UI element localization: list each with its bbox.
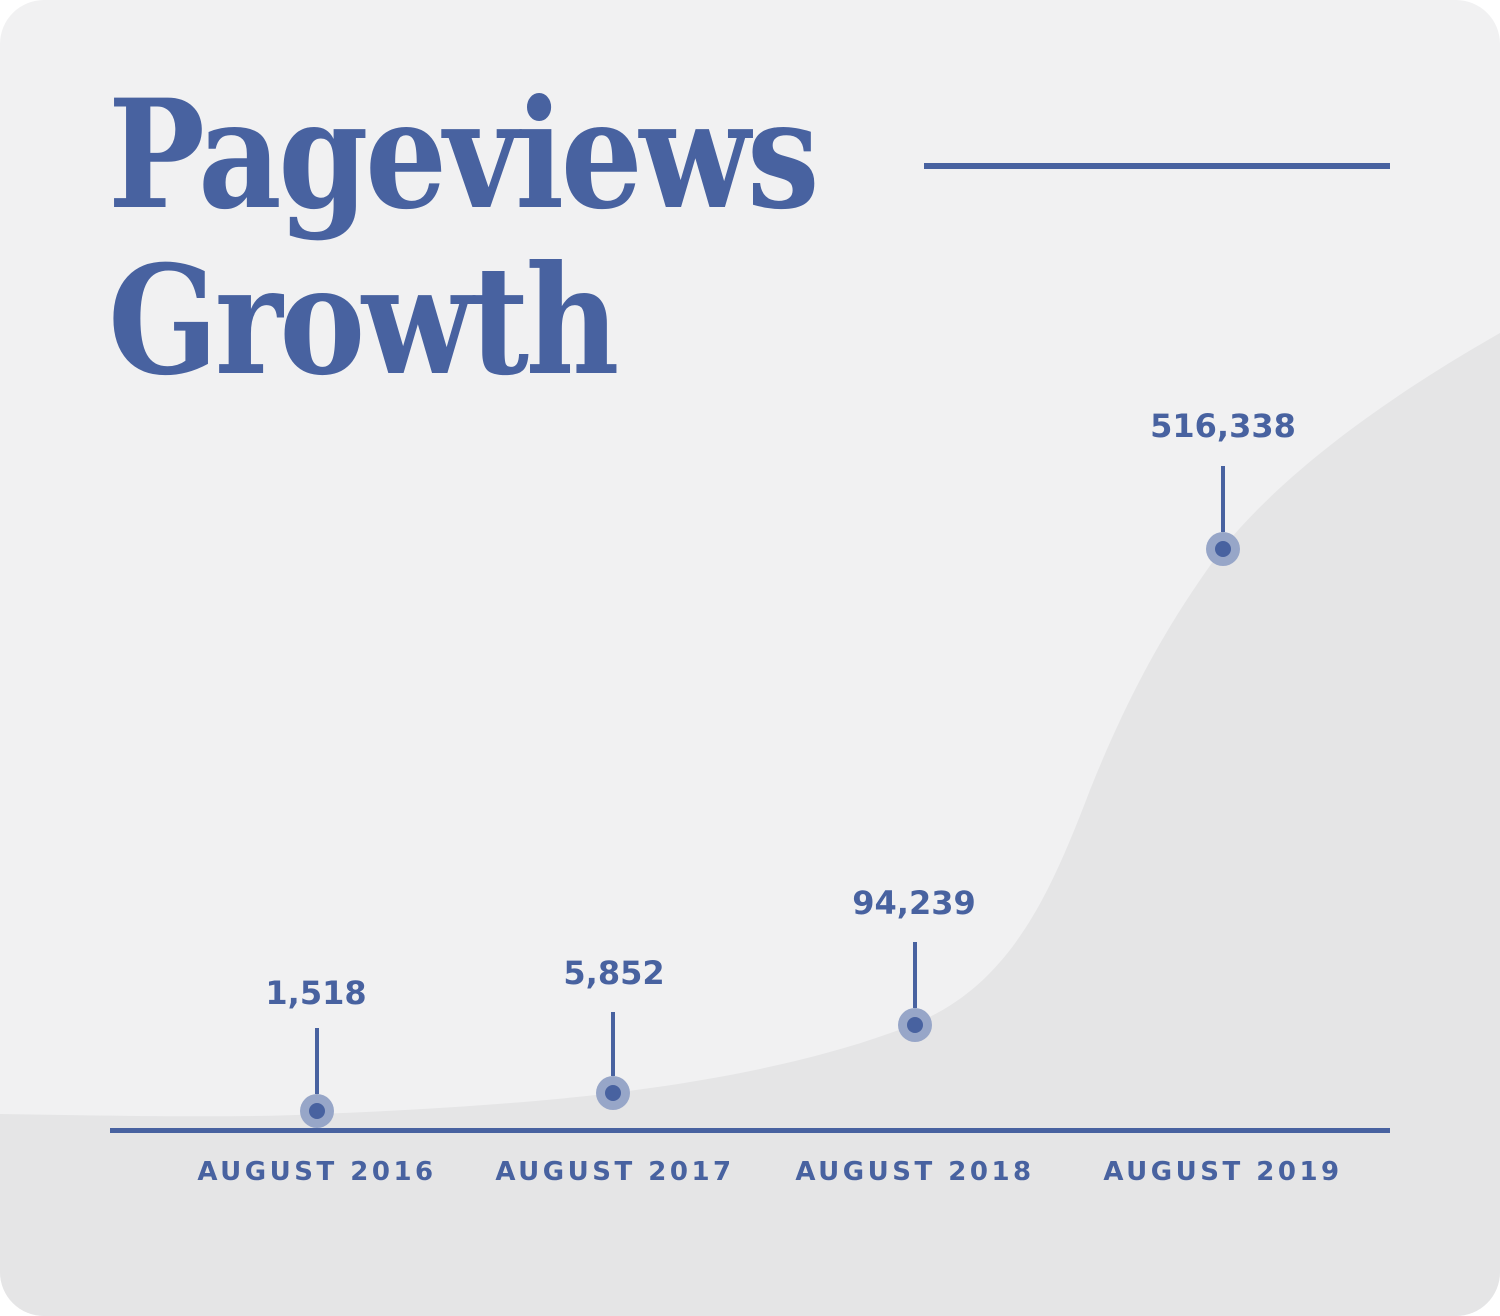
x-axis-line xyxy=(110,1128,1390,1133)
value-label-2017: 5,852 xyxy=(563,954,665,992)
title-line-1: Pageviews xyxy=(108,67,820,243)
title-line-2: Growth xyxy=(108,233,619,409)
stem-2016 xyxy=(315,1028,319,1094)
value-label-2018: 94,239 xyxy=(852,884,976,922)
data-point-marker-2017 xyxy=(596,1076,630,1110)
stem-2017 xyxy=(611,1012,615,1076)
x-axis-label-2017: AUGUST 2017 xyxy=(495,1157,735,1187)
title-divider xyxy=(924,163,1390,169)
stem-2018 xyxy=(913,942,917,1008)
data-point-marker-2016 xyxy=(300,1094,334,1128)
data-point-marker-2019 xyxy=(1206,532,1240,566)
x-axis-label-2018: AUGUST 2018 xyxy=(795,1157,1035,1187)
x-axis-label-2019: AUGUST 2019 xyxy=(1103,1157,1343,1187)
x-axis-label-2016: AUGUST 2016 xyxy=(197,1157,437,1187)
value-label-2016: 1,518 xyxy=(265,974,367,1012)
chart-title: Pageviews Growth xyxy=(108,67,820,409)
data-point-marker-2018 xyxy=(898,1008,932,1042)
stem-2019 xyxy=(1221,466,1225,532)
value-label-2019: 516,338 xyxy=(1150,407,1296,445)
